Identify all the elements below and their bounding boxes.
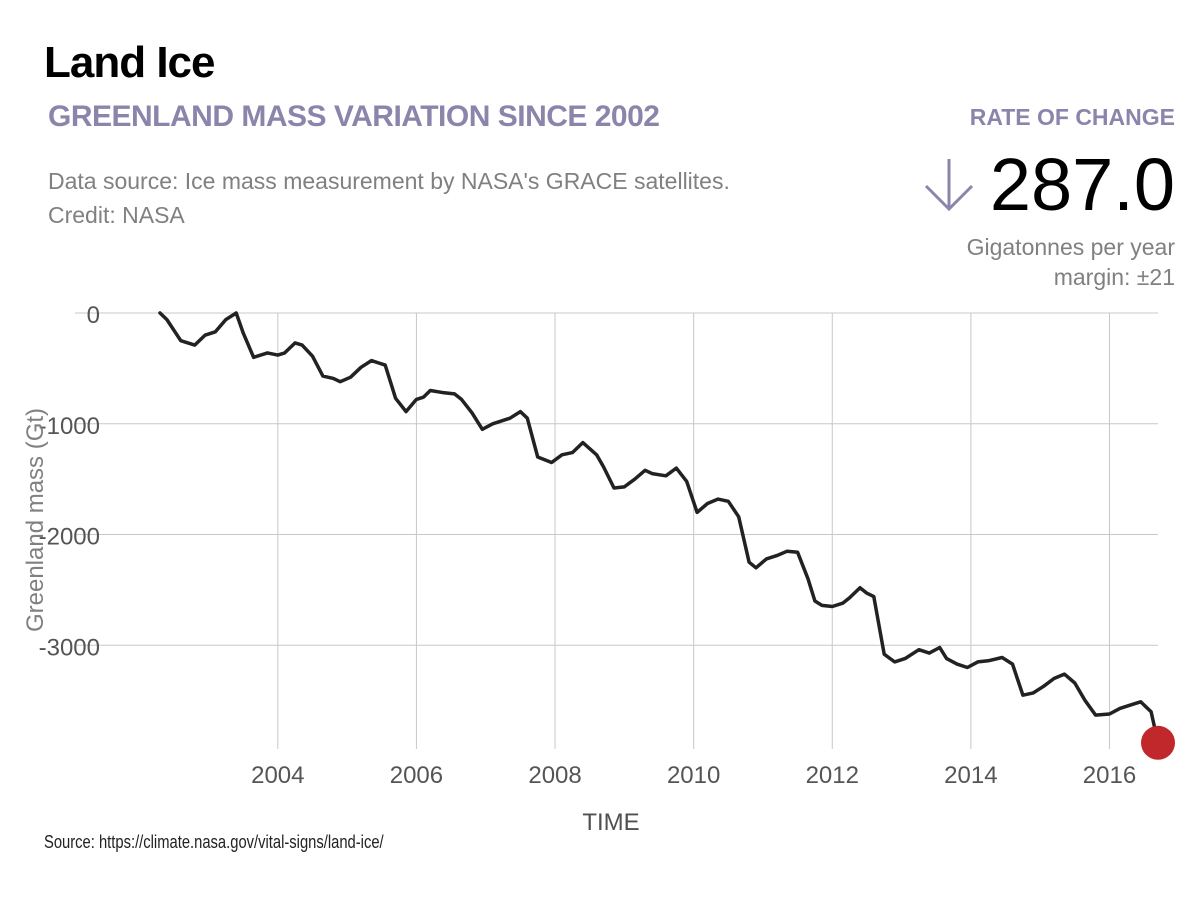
footer-source-url: Source: https://climate.nasa.gov/vital-s… — [44, 832, 384, 852]
y-tick-label: -1000 — [39, 413, 100, 440]
x-tick-label: 2004 — [251, 762, 304, 789]
grid-layer — [75, 312, 1158, 749]
rate-margin: margin: ±21 — [1053, 264, 1175, 290]
credit-text: Credit: NASA — [48, 202, 185, 228]
x-tick-label: 2010 — [667, 762, 720, 789]
x-tick-label: 2008 — [528, 762, 581, 789]
mass-series-line — [158, 311, 1160, 745]
chart-subtitle: GREENLAND MASS VARIATION SINCE 2002 — [48, 100, 660, 133]
rate-of-change-display: 287.0 — [922, 140, 1175, 230]
x-axis-title: TIME — [582, 809, 639, 836]
x-tick-label: 2014 — [944, 762, 997, 789]
x-tick-label: 2012 — [806, 762, 859, 789]
rate-value: 287.0 — [989, 143, 1175, 226]
page-title: Land Ice — [44, 38, 215, 87]
tick-label-layer: 0 -1000 -2000 -3000 2004 2006 2008 2010 2012 2014… — [39, 302, 1137, 789]
rate-unit: Gigatonnes per year — [966, 234, 1175, 260]
y-tick-label: 0 — [87, 302, 100, 329]
series-layer — [158, 311, 1175, 760]
arrow-down-icon — [924, 159, 973, 212]
y-tick-label: -3000 — [39, 634, 100, 661]
x-tick-label: 2016 — [1083, 762, 1136, 789]
x-tick-label: 2006 — [390, 762, 443, 789]
rate-of-change-label: RATE OF CHANGE — [969, 104, 1175, 130]
y-axis-title: Greenland mass (Gt) — [22, 408, 49, 632]
y-tick-label: -2000 — [39, 524, 100, 551]
endpoint-marker — [1141, 725, 1175, 760]
data-source-text: Data source: Ice mass measurement by NAS… — [48, 168, 730, 194]
